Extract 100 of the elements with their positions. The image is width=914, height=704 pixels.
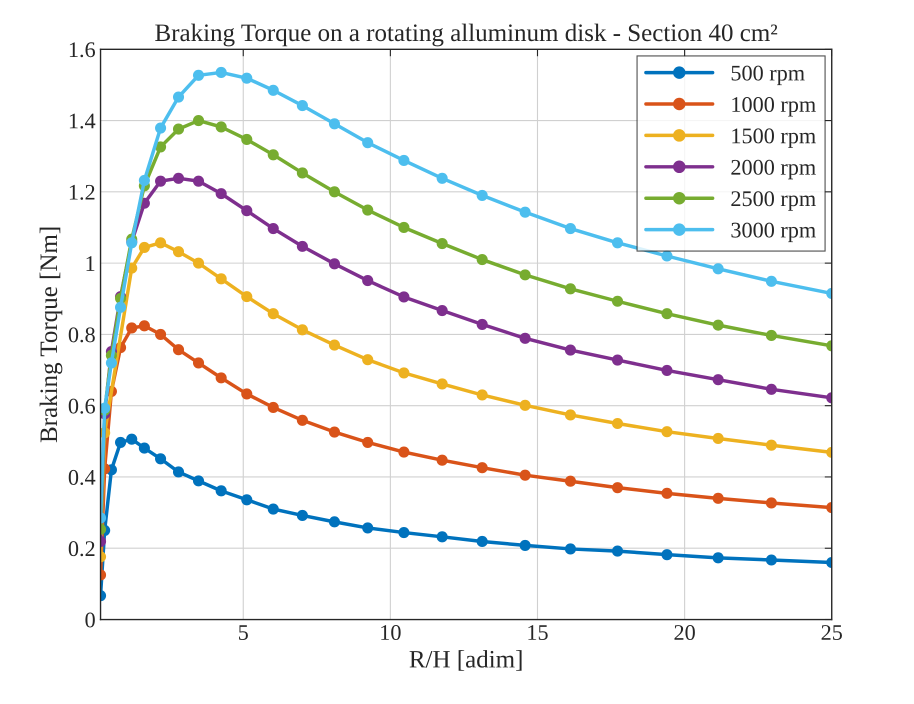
- point: [296, 240, 308, 252]
- point: [712, 320, 724, 331]
- point: [661, 308, 673, 320]
- point: [172, 91, 184, 103]
- point: [661, 364, 673, 376]
- point: [328, 340, 340, 351]
- point: [612, 354, 624, 366]
- point: [436, 378, 448, 390]
- point: [564, 283, 576, 294]
- point: [476, 389, 488, 401]
- point: [766, 384, 777, 395]
- point: [296, 510, 308, 522]
- y-tick-label: 0.2: [68, 541, 94, 556]
- x-tick-label: 10: [381, 625, 401, 640]
- x-tick-label: 15: [528, 625, 548, 640]
- point: [192, 475, 204, 486]
- point: [138, 320, 150, 332]
- point: [362, 204, 374, 216]
- point: [520, 540, 531, 551]
- point: [296, 324, 308, 336]
- point: [172, 172, 184, 184]
- point: [520, 332, 531, 344]
- point: [564, 222, 576, 234]
- y-axis-title: Braking Torque [Nm]: [40, 228, 62, 442]
- x-tick-label: 25: [822, 625, 842, 640]
- point: [328, 516, 340, 528]
- point: [398, 222, 410, 234]
- point: [661, 250, 673, 262]
- y-tick-label: 1: [86, 256, 94, 271]
- point: [661, 549, 673, 560]
- point: [398, 291, 410, 303]
- point: [712, 432, 724, 444]
- point: [436, 172, 448, 184]
- point: [362, 522, 374, 534]
- point: [172, 344, 184, 356]
- point: [216, 188, 227, 200]
- point: [766, 440, 777, 451]
- point: [268, 308, 279, 320]
- point: [268, 222, 279, 234]
- point: [766, 497, 777, 509]
- point: [126, 322, 138, 334]
- point: [138, 242, 150, 253]
- point: [241, 134, 252, 146]
- x-tick-label: 5: [238, 625, 248, 640]
- point: [712, 263, 724, 274]
- point: [155, 237, 166, 248]
- point: [476, 536, 488, 548]
- point: [520, 269, 531, 280]
- chart-title: Braking Torque on a rotating alluminum disk - Section 40 cm²: [155, 24, 778, 46]
- y-tick-label: 0.8: [68, 327, 95, 342]
- point: [241, 291, 252, 302]
- point: [328, 258, 340, 270]
- point: [328, 186, 340, 198]
- legend-label: 500 rpm: [732, 66, 805, 86]
- point: [192, 115, 204, 126]
- point: [564, 344, 576, 356]
- point: [612, 482, 624, 494]
- point: [398, 527, 410, 538]
- point: [712, 492, 724, 504]
- point: [476, 190, 488, 201]
- y-tick-label: 1.4: [70, 114, 96, 129]
- point: [328, 426, 340, 438]
- point: [172, 246, 184, 258]
- point: [138, 442, 150, 454]
- point: [612, 237, 624, 248]
- point: [216, 273, 227, 284]
- point: [476, 254, 488, 266]
- y-tick-label: 0.6: [68, 398, 96, 414]
- point: [155, 176, 166, 187]
- point: [172, 466, 184, 478]
- point: [661, 488, 673, 499]
- legend-label: 2500 rpm: [731, 191, 816, 211]
- point: [155, 453, 166, 464]
- point: [436, 454, 448, 466]
- point: [216, 121, 227, 133]
- y-tick-label: 1.2: [70, 184, 94, 200]
- point: [520, 470, 531, 481]
- point: [155, 328, 166, 340]
- point: [296, 167, 308, 179]
- point: [268, 149, 279, 160]
- point: [362, 436, 374, 448]
- point: [114, 302, 126, 313]
- point: [216, 66, 227, 78]
- point: [564, 543, 576, 555]
- point: [766, 276, 777, 287]
- point: [362, 354, 374, 366]
- x-tick-label: 20: [674, 625, 695, 640]
- point: [476, 462, 488, 474]
- point: [268, 503, 279, 515]
- point: [398, 154, 410, 166]
- point: [612, 546, 624, 557]
- point: [436, 238, 448, 250]
- point: [155, 122, 166, 134]
- legend-label: 2000 rpm: [731, 160, 816, 180]
- point: [766, 554, 777, 566]
- point: [268, 402, 279, 414]
- point: [712, 374, 724, 386]
- point: [241, 205, 252, 216]
- legend-label: 1000 rpm: [732, 97, 816, 117]
- point: [296, 100, 308, 112]
